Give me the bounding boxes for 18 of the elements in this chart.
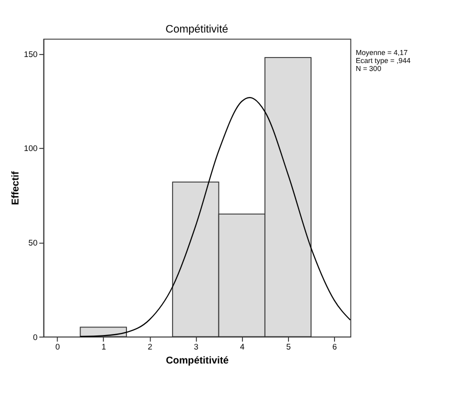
x-tick-label: 1: [102, 342, 107, 352]
x-axis-title: Compétitivité: [166, 355, 230, 366]
x-tick-label: 4: [240, 342, 246, 352]
y-axis-title: Effectif: [10, 170, 22, 205]
y-tick-label: 0: [32, 332, 38, 342]
text: N = 300: [356, 64, 382, 74]
y-tick-label: 50: [28, 238, 38, 248]
text: Moyenne = 4,17: [356, 48, 408, 57]
x-tick-label: 0: [55, 342, 60, 352]
y-tick-label: 150: [24, 50, 38, 59]
line-series: [80, 97, 351, 338]
y-tick-label: 100: [24, 144, 38, 154]
chart-title: Compétitivité: [166, 23, 228, 36]
x-tick-label: 6: [332, 342, 338, 352]
text: Ecart type = ,944: [356, 56, 411, 66]
x-tick-label: 5: [286, 342, 292, 352]
x-tick-label: 2: [148, 342, 153, 352]
x-tick-label: 3: [194, 342, 199, 352]
